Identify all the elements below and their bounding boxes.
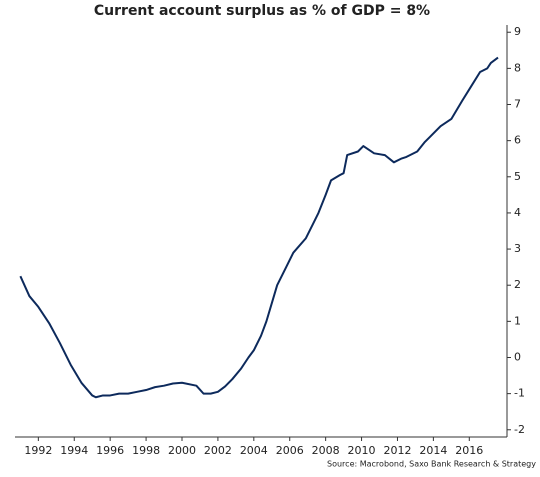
- chart-title: Current account surplus as % of GDP = 8%: [94, 3, 430, 19]
- x-tick-label: 2004: [240, 444, 268, 457]
- x-tick-label: 2000: [168, 444, 196, 457]
- y-tick-label: 4: [514, 206, 521, 219]
- y-tick-label: 5: [514, 170, 521, 183]
- x-tick-label: 1996: [96, 444, 124, 457]
- y-tick-label: 7: [514, 98, 521, 111]
- y-tick-label: 0: [514, 350, 521, 363]
- y-tick-label: -2: [514, 423, 525, 436]
- x-tick-label: 2016: [455, 444, 483, 457]
- y-tick-label: 6: [514, 134, 521, 147]
- y-tick-label: 1: [514, 314, 521, 327]
- y-tick-label: 9: [514, 25, 521, 38]
- x-tick-label: 1992: [24, 444, 52, 457]
- x-tick-label: 2002: [204, 444, 232, 457]
- x-tick-label: 2008: [312, 444, 340, 457]
- x-tick-label: 2010: [348, 444, 376, 457]
- x-tick-label: 2006: [276, 444, 304, 457]
- y-tick-label: 3: [514, 242, 521, 255]
- source-note: Source: Macrobond, Saxo Bank Research & …: [327, 460, 536, 469]
- y-tick-label: 8: [514, 61, 521, 74]
- x-tick-label: 1998: [132, 444, 160, 457]
- y-tick-label: 2: [514, 278, 521, 291]
- y-tick-label: -1: [514, 387, 525, 400]
- x-tick-label: 2012: [383, 444, 411, 457]
- data-line: [19, 56, 499, 399]
- x-tick-label: 1994: [60, 444, 88, 457]
- x-tick-label: 2014: [419, 444, 447, 457]
